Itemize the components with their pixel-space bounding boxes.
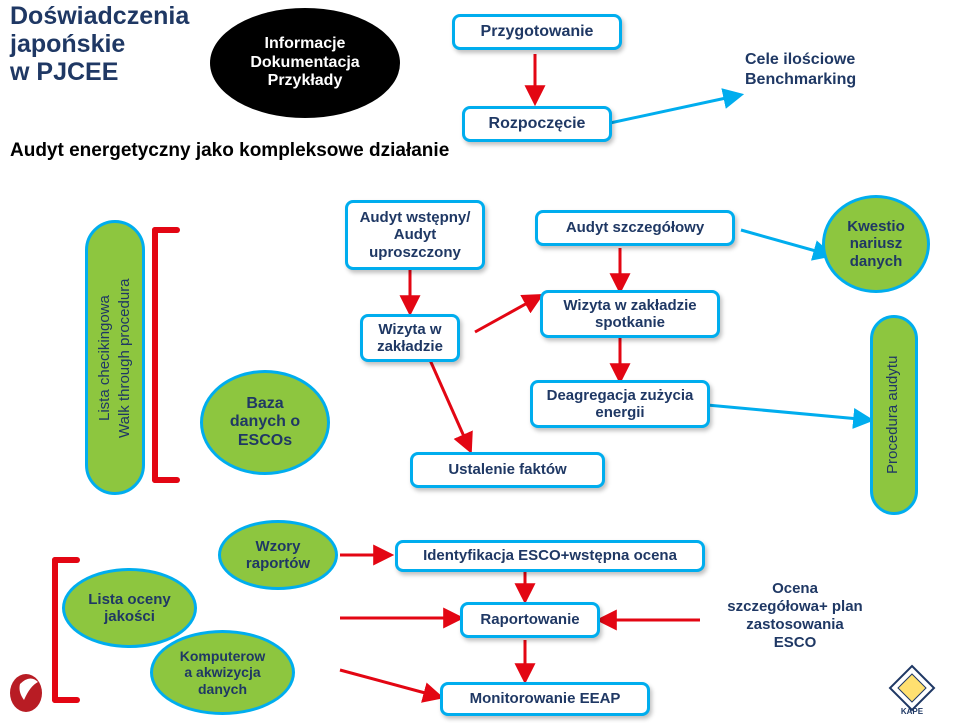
node-wzory: Wzory raportów [218,520,338,590]
node-audyt-wstepny: Audyt wstępny/ Audyt uproszczony [345,200,485,270]
page-title-l1: Doświadczenia [10,2,189,31]
node-identyfikacja: Identyfikacja ESCO+wstępna ocena [395,540,705,572]
page-title-l2: japońskie [10,30,125,59]
node-informacje: Informacje Dokumentacja Przykłady [210,8,400,118]
bar-lista-checklist [85,220,145,495]
oc-l2: szczegółowa+ plan [700,598,890,616]
node-cele-l2: Benchmarking [745,70,856,90]
node-informacje-l1: Informacje [250,35,359,53]
ust-label: Ustalenie faktów [448,461,566,478]
oc-l3: zastosowania [700,616,890,634]
wiz-l2: zakładzie [377,338,443,355]
aw-l1: Audyt wstępny/ [360,209,471,226]
checklist-l1: Lista checikingowa [96,236,113,481]
kw-l1: Kwestio [847,218,905,235]
node-wizyta-spotkanie: Wizyta w zakładzie spotkanie [540,290,720,338]
node-baza-l3: ESCOs [230,432,300,450]
node-cele: Cele ilościowe Benchmarking [745,50,856,90]
node-baza-l2: danych o [230,413,300,431]
node-monitorowanie: Monitorowanie EEAP [440,682,650,716]
node-wizyta: Wizyta w zakładzie [360,314,460,362]
node-lista-oceny: Lista oceny jakości [62,568,197,648]
node-informacje-l3: Przykłady [250,72,359,90]
checklist-l2: Walk through procedura [116,236,133,481]
wz-l2: raportów [246,555,310,572]
kw-l3: danych [847,253,905,270]
procedura-label: Procedura audytu [884,330,901,500]
km-l2: a akwizycja [180,664,266,680]
de-l1: Deagregacja zużycia [547,387,694,404]
node-audyt-szczegolowy: Audyt szczegółowy [535,210,735,246]
node-raportowanie: Raportowanie [460,602,600,638]
rap-label: Raportowanie [480,611,579,628]
node-deagregacja: Deagregacja zużycia energii [530,380,710,428]
node-baza: Baza danych o ESCOs [200,370,330,475]
lo-l1: Lista oceny [88,591,171,608]
node-rozpoczecie: Rozpoczęcie [462,106,612,142]
node-rozpoczecie-label: Rozpoczęcie [489,115,586,133]
svg-text:KAPE: KAPE [901,707,924,716]
as-label: Audyt szczegółowy [566,219,704,236]
ws-l1: Wizyta w zakładzie [563,297,696,314]
node-przygotowanie-label: Przygotowanie [481,23,594,41]
wiz-l1: Wizyta w [377,321,443,338]
kw-l2: nariusz [847,235,905,252]
de-l2: energii [547,404,694,421]
node-informacje-l2: Dokumentacja [250,54,359,72]
mon-label: Monitorowanie EEAP [470,690,621,707]
kape-icon: KAPE [884,660,940,721]
node-przygotowanie: Przygotowanie [452,14,622,50]
node-komputer: Komputerow a akwizycja danych [150,630,295,715]
subtitle: Audyt energetyczny jako kompleksowe dzia… [10,140,449,162]
page-title-l3: w PJCEE [10,58,118,87]
oc-l1: Ocena [700,580,890,598]
km-l1: Komputerow [180,648,266,664]
oc-l4: ESCO [700,634,890,652]
logo-icon [8,666,50,719]
ws-l2: spotkanie [563,314,696,331]
node-baza-l1: Baza [230,395,300,413]
km-l3: danych [180,681,266,697]
node-cele-l1: Cele ilościowe [745,50,856,70]
node-kwestio: Kwestio nariusz danych [822,195,930,293]
node-ustalenie: Ustalenie faktów [410,452,605,488]
node-ocena: Ocena szczegółowa+ plan zastosowania ESC… [700,580,890,652]
wz-l1: Wzory [246,538,310,555]
id-label: Identyfikacja ESCO+wstępna ocena [423,547,677,564]
lo-l2: jakości [88,608,171,625]
aw-l3: uproszczony [360,244,471,261]
aw-l2: Audyt [360,226,471,243]
